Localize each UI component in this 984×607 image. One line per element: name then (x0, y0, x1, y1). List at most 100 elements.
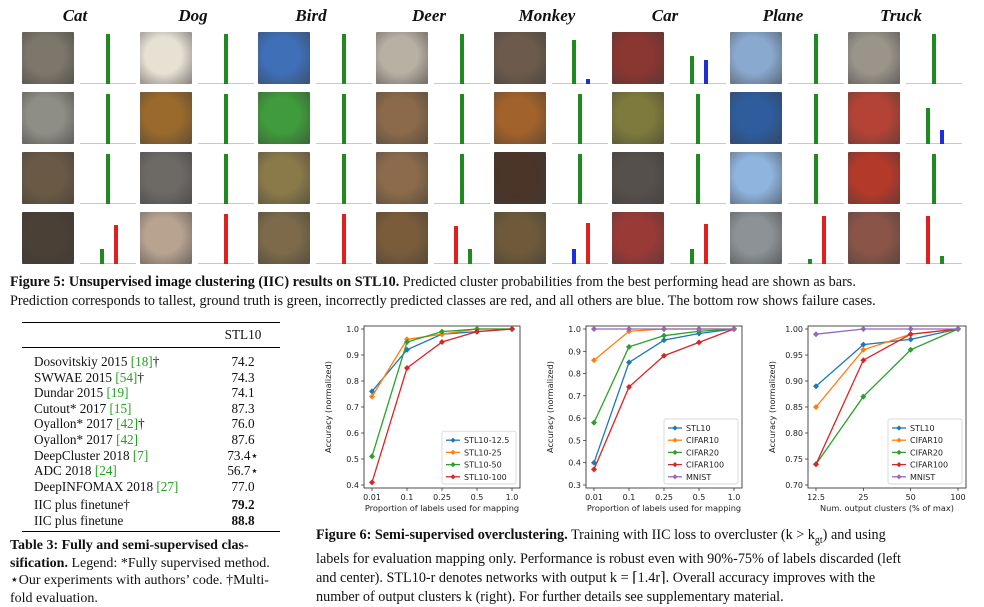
citation-link[interactable]: [19] (106, 385, 129, 401)
series-point (813, 404, 819, 410)
x-tick-label: 25 (858, 493, 868, 502)
citation-link[interactable]: [7] (132, 447, 149, 463)
series-point (860, 326, 867, 332)
sample-image (494, 92, 546, 144)
sample-image (376, 212, 428, 264)
stl10-accuracy: 87.3 (231, 400, 255, 416)
multifold-marker: † (138, 416, 145, 432)
y-tick-label: 0.3 (568, 481, 581, 490)
bar-baseline (80, 263, 136, 264)
probability-bar-green (342, 154, 346, 204)
x-tick-label: 0.01 (585, 493, 603, 502)
cluster-probability-bars (670, 212, 726, 264)
citation-link[interactable]: [42] (116, 416, 139, 432)
class-label-cat: Cat (62, 6, 88, 25)
series-point (404, 346, 410, 353)
legend-box (887, 418, 963, 485)
cluster-probability-bars (906, 32, 962, 84)
y-tick-label: 0.7 (346, 403, 359, 412)
table-mid-rule (22, 347, 280, 348)
citation-link[interactable]: [18] (130, 354, 153, 369)
sample-image (140, 152, 192, 204)
cluster-probability-bars (434, 152, 490, 204)
citation-link[interactable]: [54] (115, 369, 138, 385)
sample-image (848, 212, 900, 264)
method-label: IIC plus finetune (34, 513, 124, 528)
series-point (404, 339, 410, 345)
cluster-probability-bars (670, 152, 726, 204)
citation-link[interactable]: [27] (156, 478, 179, 494)
figure-6-caption-title: Figure 6: Semi-supervised overclustering… (316, 527, 568, 543)
sample-image (848, 152, 900, 204)
y-tick-label: 0.90 (785, 377, 803, 386)
stl10-accuracy: 77.0 (231, 478, 255, 494)
y-tick-label: 0.5 (346, 455, 359, 464)
legend-marker (450, 474, 456, 480)
series-line (815, 328, 959, 465)
probability-bar-green (224, 94, 228, 144)
citation-link[interactable]: [15] (109, 400, 132, 416)
series-line (815, 328, 959, 465)
probability-bar-green (926, 108, 930, 144)
legend-marker (896, 474, 902, 480)
y-tick-label: 1.00 (785, 325, 803, 334)
y-axis-label: Accuracy (normalized) (545, 361, 555, 453)
stl10-accuracy: 73.4⋆ (227, 447, 259, 463)
series-point (955, 326, 961, 332)
series-point (907, 331, 914, 338)
method-name: Oyallon* 2017 [42] (34, 432, 138, 448)
x-tick-label: 0.01 (363, 493, 381, 502)
cluster-probability-bars (552, 212, 608, 264)
citation-link[interactable]: [24] (94, 463, 117, 479)
cluster-probability-bars (316, 92, 372, 144)
y-tick-label: 1.0 (346, 325, 359, 334)
cluster-probability-bars (434, 32, 490, 84)
legend-marker (672, 437, 678, 443)
y-tick-label: 0.6 (568, 414, 581, 423)
x-axis-label: Proportion of labels used for mapping (587, 503, 741, 513)
bar-baseline (788, 263, 844, 264)
figure-5-caption-title: Figure 5: Unsupervised image clustering … (10, 274, 400, 290)
citation-link[interactable]: [42] (116, 432, 139, 447)
bar-baseline (906, 143, 962, 144)
cluster-probability-bars (80, 212, 136, 264)
legend-label: STL10-50 (464, 461, 502, 470)
legend-marker (896, 437, 902, 443)
cluster-probability-bars (670, 32, 726, 84)
probability-bar-red (926, 216, 930, 264)
series-line (371, 328, 513, 392)
sample-image (612, 152, 664, 204)
x-tick-label: 0.5 (693, 493, 706, 502)
method-label: DeepCluster 2018 (34, 447, 133, 463)
table-3-caption-title: Table 3: Fully and semi-supervised clas-… (10, 538, 249, 571)
cluster-probability-bars (906, 152, 962, 204)
sample-image (140, 92, 192, 144)
legend-label: CIFAR20 (686, 448, 719, 457)
series-point (626, 326, 632, 332)
series-point (474, 328, 480, 335)
figure-5-caption-text: Predicted cluster probabilities from the… (399, 274, 856, 290)
stl10-accuracy: 76.0 (231, 416, 255, 432)
legend-marker (450, 437, 456, 443)
stl10-accuracy: 74.3 (231, 369, 255, 385)
probability-bar-green (578, 154, 582, 204)
method-name: IIC plus finetune (34, 513, 123, 529)
probability-bar-green (224, 154, 228, 204)
probability-bar-green (932, 34, 936, 84)
series-point (591, 357, 597, 364)
probability-bar-green (932, 154, 936, 204)
probability-bar-red (822, 216, 826, 264)
y-axis-label: Accuracy (normalized) (767, 361, 777, 453)
series-point (661, 326, 667, 332)
cluster-probability-bars (552, 152, 608, 204)
cluster-probability-bars (552, 32, 608, 84)
method-label: SWWAE 2015 (34, 369, 116, 385)
sample-image (730, 212, 782, 264)
method-label: Dundar 2015 (34, 385, 107, 401)
cluster-probability-bars (80, 92, 136, 144)
sample-image (376, 92, 428, 144)
method-label: Oyallon* 2017 (34, 432, 117, 447)
x-axis-label: Proportion of labels used for mapping (365, 503, 519, 513)
sample-image (730, 152, 782, 204)
probability-bar-blue (940, 130, 944, 144)
